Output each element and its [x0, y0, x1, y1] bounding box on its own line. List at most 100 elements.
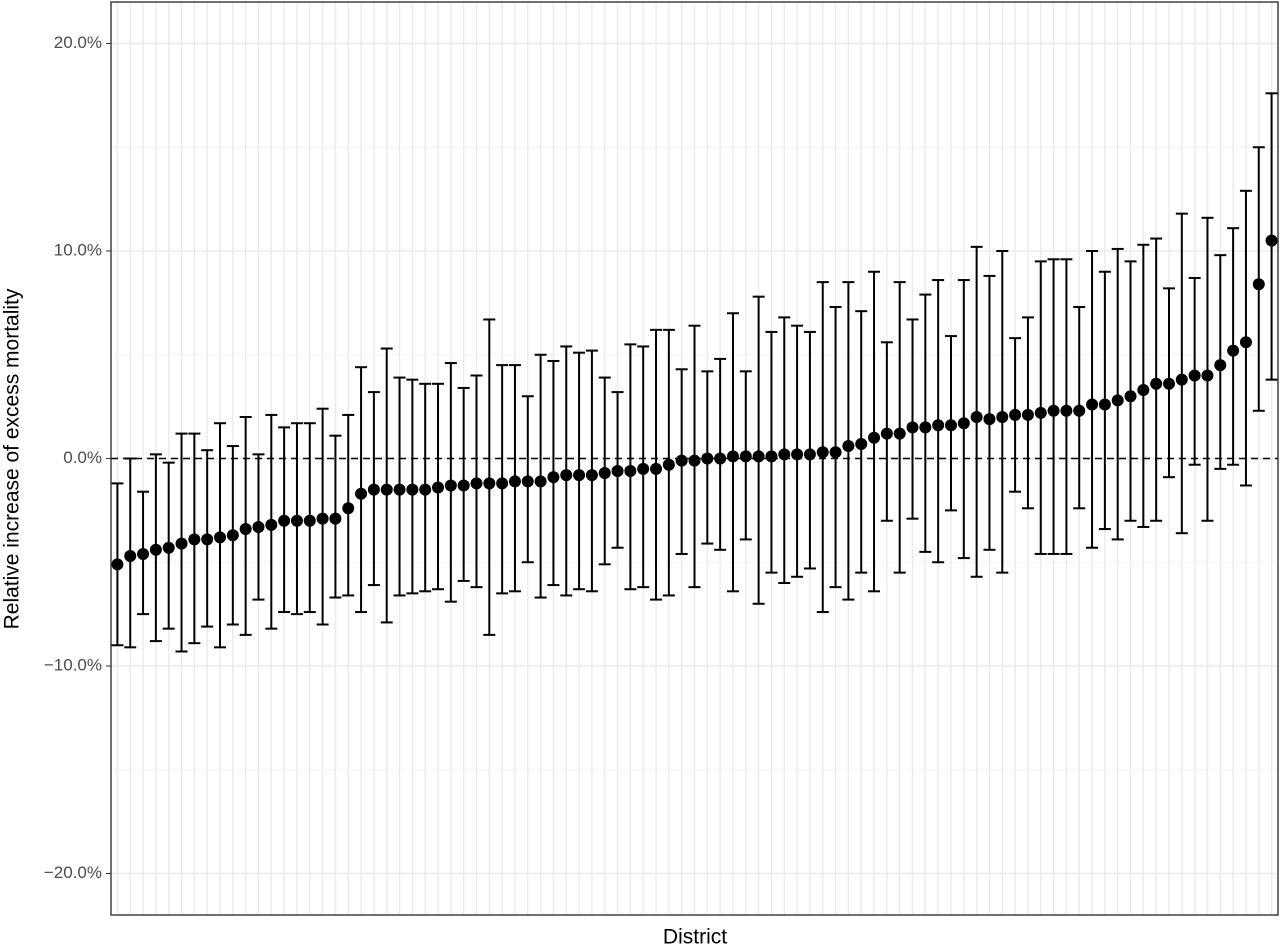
point [970, 411, 983, 423]
point [816, 446, 829, 459]
point [957, 417, 970, 430]
point [1009, 408, 1022, 421]
point [470, 477, 483, 490]
point [393, 483, 406, 496]
point [1060, 404, 1073, 417]
point [778, 448, 791, 461]
point [1137, 384, 1150, 397]
y-tick-label: −20.0% [44, 863, 102, 882]
y-tick-label: 10.0% [54, 240, 102, 259]
point [932, 419, 945, 432]
point [137, 547, 150, 560]
point [265, 518, 278, 531]
point [791, 448, 804, 461]
point [906, 421, 919, 434]
point [329, 512, 342, 525]
point [560, 469, 573, 482]
y-tick-label: 0.0% [63, 448, 102, 467]
point [1098, 398, 1111, 411]
y-tick-label: 20.0% [54, 33, 102, 52]
point [1175, 373, 1188, 386]
point [547, 471, 560, 484]
point [675, 454, 688, 467]
point [919, 421, 932, 434]
point [1047, 404, 1060, 417]
point [226, 529, 239, 542]
y-tick-label: −10.0% [44, 655, 102, 674]
point [1239, 336, 1252, 349]
y-axis-label: Relative increase of excess mortality [1, 288, 24, 629]
point [406, 483, 419, 496]
point [342, 502, 355, 515]
point [496, 477, 509, 490]
point [880, 427, 893, 440]
point [252, 520, 265, 533]
point [662, 458, 675, 471]
point [508, 475, 521, 488]
point [842, 440, 855, 453]
point [624, 464, 637, 477]
point [637, 462, 650, 475]
point [983, 413, 996, 426]
point [803, 448, 816, 461]
point [1124, 390, 1137, 403]
point [1150, 377, 1163, 390]
point [944, 419, 957, 432]
point [650, 462, 663, 475]
point [714, 452, 727, 465]
point [380, 483, 393, 496]
point [1073, 404, 1086, 417]
x-axis-label: District [663, 926, 727, 949]
point [1034, 406, 1047, 419]
point [1214, 359, 1227, 372]
point [521, 475, 534, 488]
point [573, 469, 586, 482]
point [201, 533, 214, 546]
point [188, 533, 201, 546]
point [855, 437, 868, 450]
point [367, 483, 380, 496]
point [111, 558, 124, 571]
point [996, 411, 1009, 423]
point [303, 514, 316, 527]
point [726, 450, 739, 463]
point [701, 452, 714, 465]
point [1188, 369, 1201, 382]
point [278, 514, 291, 527]
point [1162, 377, 1175, 390]
point [483, 477, 496, 490]
point [1227, 344, 1240, 357]
point [752, 450, 765, 463]
point [739, 450, 752, 463]
point [1252, 278, 1265, 291]
point [316, 512, 329, 525]
point [1201, 369, 1214, 382]
point [868, 431, 881, 444]
point [585, 469, 598, 482]
point [239, 523, 252, 536]
point [214, 531, 227, 544]
point [611, 464, 624, 477]
point [765, 450, 778, 463]
point [419, 483, 432, 496]
point [355, 487, 368, 500]
point [1265, 234, 1278, 247]
point [1086, 398, 1099, 411]
point [829, 446, 842, 459]
point [457, 479, 470, 492]
point [1111, 394, 1124, 407]
point [893, 427, 906, 440]
point [175, 537, 188, 550]
point [149, 543, 162, 556]
plot-border [110, 1, 1279, 916]
point [162, 541, 175, 554]
point [534, 475, 547, 488]
point [1021, 408, 1034, 421]
point [444, 479, 457, 492]
point [124, 550, 137, 563]
point [290, 514, 303, 527]
point [598, 467, 611, 480]
point [688, 454, 701, 467]
